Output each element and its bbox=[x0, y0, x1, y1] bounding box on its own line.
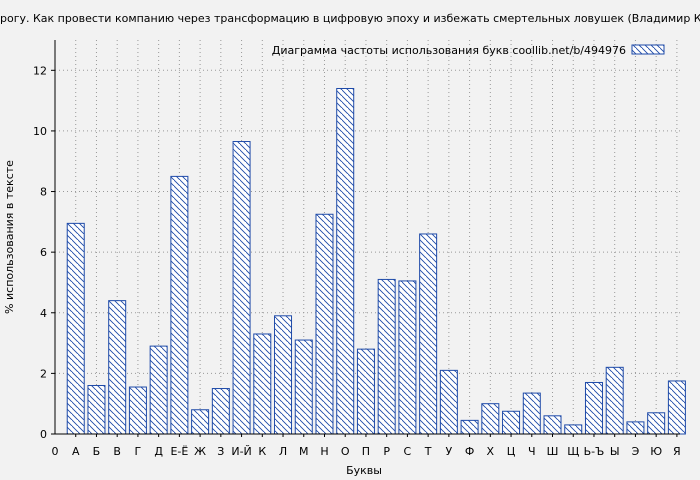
bar bbox=[294, 339, 313, 435]
y-tick-label: 2 bbox=[40, 367, 47, 380]
x-tick-label: Д bbox=[154, 445, 163, 458]
bar bbox=[502, 410, 521, 435]
bar bbox=[647, 412, 666, 435]
x-tick-label: Ь-Ъ bbox=[584, 445, 605, 458]
bar bbox=[377, 278, 396, 435]
x-axis-label: Буквы bbox=[346, 464, 382, 477]
bar bbox=[253, 333, 272, 435]
bar bbox=[191, 409, 210, 435]
x-tick-label: Ф bbox=[465, 445, 474, 458]
x-tick-label: Е-Ё bbox=[170, 445, 188, 458]
bar bbox=[274, 315, 293, 435]
x-tick-label: Х bbox=[487, 445, 495, 458]
x-tick-label: П bbox=[362, 445, 370, 458]
bar bbox=[315, 213, 334, 435]
bar bbox=[667, 380, 686, 435]
y-tick-label: 4 bbox=[40, 307, 47, 320]
x-origin-label: 0 bbox=[52, 445, 59, 458]
x-tick-label: З bbox=[217, 445, 224, 458]
x-tick-label: И-Й bbox=[231, 445, 251, 458]
x-tick-label: Э bbox=[632, 445, 640, 458]
bar bbox=[398, 280, 417, 435]
bar bbox=[170, 175, 189, 435]
bar bbox=[522, 392, 541, 435]
x-tick-label: Г bbox=[135, 445, 142, 458]
bar bbox=[584, 381, 603, 435]
x-tick-label: Ж bbox=[194, 445, 206, 458]
x-tick-label: Ч bbox=[528, 445, 536, 458]
x-tick-label: О bbox=[341, 445, 350, 458]
bar bbox=[87, 385, 106, 435]
y-tick-label: 0 bbox=[40, 428, 47, 441]
x-tick-label: У bbox=[446, 445, 453, 458]
bar bbox=[419, 233, 438, 435]
x-tick-label: В bbox=[113, 445, 121, 458]
bar bbox=[564, 424, 583, 435]
x-tick-label: С bbox=[404, 445, 412, 458]
bar bbox=[356, 348, 375, 435]
x-tick-label: Б bbox=[93, 445, 101, 458]
legend: Диаграмма частоты использования букв coo… bbox=[272, 44, 665, 57]
chart-title: рогу. Как провести компанию через трансф… bbox=[0, 12, 700, 25]
y-tick-label: 12 bbox=[33, 64, 47, 77]
bar bbox=[439, 369, 458, 435]
bar bbox=[605, 366, 624, 435]
x-tick-label: Ю bbox=[650, 445, 662, 458]
legend-swatch bbox=[631, 44, 665, 55]
y-axis-label: % использования в тексте bbox=[3, 160, 16, 314]
bar bbox=[481, 403, 500, 435]
x-tick-label: Н bbox=[320, 445, 328, 458]
bar bbox=[128, 386, 147, 435]
bar bbox=[149, 345, 168, 435]
bar bbox=[543, 415, 562, 435]
x-tick-label: Л bbox=[279, 445, 287, 458]
x-tick-label: Я bbox=[673, 445, 681, 458]
x-tick-label: А bbox=[72, 445, 80, 458]
bar bbox=[626, 421, 645, 435]
x-tick-label: Щ bbox=[567, 445, 579, 458]
x-tick-label: Ц bbox=[507, 445, 516, 458]
x-tick-label: Ш bbox=[547, 445, 559, 458]
legend-label: Диаграмма частоты использования букв coo… bbox=[272, 44, 626, 57]
bar bbox=[66, 222, 85, 435]
x-tick-label: Ы bbox=[610, 445, 620, 458]
x-tick-label: Т bbox=[424, 445, 432, 458]
bar bbox=[232, 141, 251, 435]
y-tick-label: 8 bbox=[40, 186, 47, 199]
x-tick-label: М bbox=[299, 445, 309, 458]
y-tick-label: 10 bbox=[33, 125, 47, 138]
bar bbox=[336, 87, 355, 435]
bar bbox=[460, 419, 479, 435]
bar bbox=[108, 300, 127, 435]
y-tick-label: 6 bbox=[40, 246, 47, 259]
x-tick-label: Р bbox=[383, 445, 390, 458]
x-tick-label: К bbox=[258, 445, 266, 458]
bar bbox=[211, 388, 230, 435]
